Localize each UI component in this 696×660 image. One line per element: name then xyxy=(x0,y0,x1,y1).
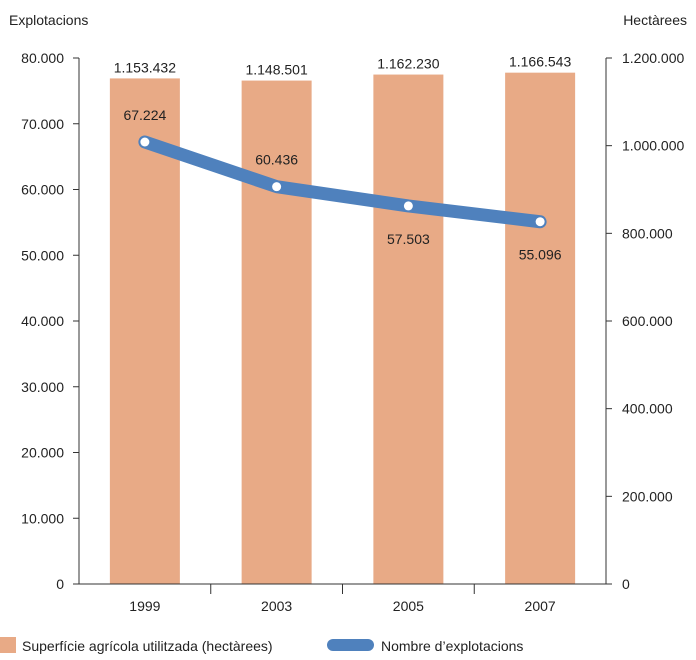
legend-label-bars: Superfície agrícola utilitzada (hectàree… xyxy=(22,638,273,654)
left-axis-tick-label: 20.000 xyxy=(21,445,64,461)
left-axis-title: Explotacions xyxy=(9,12,88,28)
left-axis-tick-label: 70.000 xyxy=(21,116,64,132)
left-axis-tick-label: 30.000 xyxy=(21,379,64,395)
right-axis-tick-label: 0 xyxy=(622,576,630,592)
line-point-2007 xyxy=(535,217,545,227)
line-point-2005 xyxy=(403,201,413,211)
left-axis-tick-label: 10.000 xyxy=(21,510,64,526)
bar-value-label: 1.148.501 xyxy=(245,62,307,78)
right-axis-title: Hectàrees xyxy=(623,12,687,28)
x-axis-tick-label: 2003 xyxy=(261,598,292,614)
right-axis-tick-label: 400.000 xyxy=(622,401,673,417)
line-point-2003 xyxy=(272,182,282,192)
left-axis-tick-label: 40.000 xyxy=(21,313,64,329)
right-axis-tick-label: 1.000.000 xyxy=(622,138,684,154)
bar-value-label: 1.166.543 xyxy=(509,54,571,70)
bar-2007 xyxy=(505,72,576,585)
line-series xyxy=(138,135,547,229)
right-axis-tick-label: 200.000 xyxy=(622,488,673,504)
left-axis-tick-label: 60.000 xyxy=(21,182,64,198)
right-axis-tick-label: 1.200.000 xyxy=(622,50,684,66)
right-axis-tick-label: 800.000 xyxy=(622,225,673,241)
x-axis-tick-label: 1999 xyxy=(129,598,160,614)
bar-2005 xyxy=(373,74,444,584)
left-axis-tick-label: 50.000 xyxy=(21,247,64,263)
left-axis-tick-label: 80.000 xyxy=(21,50,64,66)
line-value-label: 67.224 xyxy=(123,107,166,123)
line-value-label: 57.503 xyxy=(387,231,430,247)
line-point-1999 xyxy=(140,137,150,147)
x-axis-tick-label: 2007 xyxy=(525,598,556,614)
bar-value-label: 1.153.432 xyxy=(114,59,176,75)
line-value-label: 55.096 xyxy=(519,247,562,263)
bar-2003 xyxy=(241,80,312,584)
legend-label-line: Nombre d’explotacions xyxy=(381,638,523,654)
left-axis-tick-label: 0 xyxy=(56,576,64,592)
bar-value-label: 1.162.230 xyxy=(377,56,439,72)
x-axis-tick-label: 2005 xyxy=(393,598,424,614)
right-axis-tick-label: 600.000 xyxy=(622,313,673,329)
line-value-label: 60.436 xyxy=(255,152,298,168)
bar-1999 xyxy=(109,78,180,585)
legend-swatch-bars xyxy=(0,637,16,653)
